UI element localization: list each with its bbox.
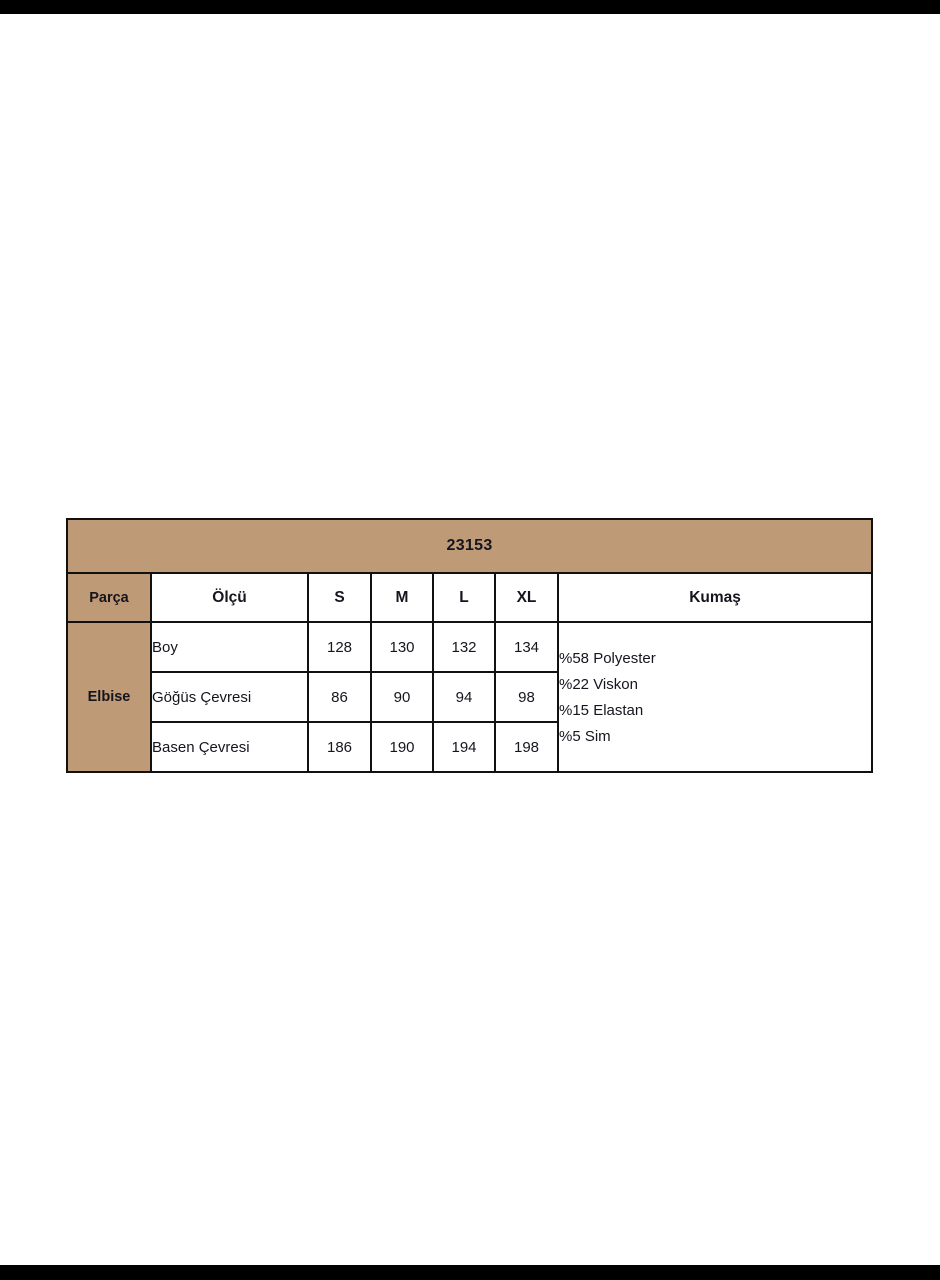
column-header-part: Parça xyxy=(66,572,152,623)
measure-value-cell: 130 xyxy=(370,621,434,673)
measure-value-cell: 86 xyxy=(307,671,372,723)
measure-value-cell: 90 xyxy=(370,671,434,723)
measure-label-cell: Basen Çevresi xyxy=(150,721,309,773)
measure-value-cell: 190 xyxy=(370,721,434,773)
measure-label-cell: Göğüs Çevresi xyxy=(150,671,309,723)
table-row: Basen Çevresi 186 190 194 198 xyxy=(67,721,872,773)
measure-value-cell: 98 xyxy=(494,671,559,723)
column-header-size-m: M xyxy=(370,572,434,623)
fabric-composition-cell: %58 Polyester %22 Viskon %15 Elastan %5 … xyxy=(556,621,874,773)
measure-label-cell: Boy xyxy=(150,621,309,673)
measure-value-cell: 128 xyxy=(307,621,372,673)
table-row-header: Parça Ölçü S M L XL Kumaş xyxy=(66,572,874,623)
table-row: Göğüs Çevresi 86 90 94 98 xyxy=(67,671,872,723)
measure-value-cell: 186 xyxy=(307,721,372,773)
letterbox-top xyxy=(0,0,940,14)
size-chart-table: 23153 Parça Ölçü S M L XL Kumaş Elbise B… xyxy=(65,518,874,773)
column-header-size-l: L xyxy=(432,572,496,623)
fabric-line: %15 Elastan xyxy=(559,701,644,719)
column-header-measure: Ölçü xyxy=(150,572,309,623)
letterbox-bottom xyxy=(0,1265,940,1280)
column-header-size-s: S xyxy=(307,572,372,623)
column-header-size-xl: XL xyxy=(494,572,559,623)
measure-value-cell: 132 xyxy=(432,621,496,673)
measure-value-cell: 94 xyxy=(432,671,496,723)
size-chart-container: 23153 Parça Ölçü S M L XL Kumaş Elbise B… xyxy=(65,518,874,773)
fabric-line: %5 Sim xyxy=(559,727,611,745)
column-header-fabric: Kumaş xyxy=(556,572,874,623)
measure-value-cell: 198 xyxy=(494,721,559,773)
measure-value-cell: 194 xyxy=(432,721,496,773)
table-row: Elbise Boy 128 130 132 134 %58 Polyester… xyxy=(66,621,874,773)
table-row-title: 23153 xyxy=(65,518,874,574)
product-code-title: 23153 xyxy=(65,518,874,574)
fabric-line: %22 Viskon xyxy=(559,675,638,693)
part-name-cell: Elbise xyxy=(66,621,152,773)
fabric-line: %58 Polyester xyxy=(559,649,656,667)
measure-value-cell: 134 xyxy=(494,621,559,673)
